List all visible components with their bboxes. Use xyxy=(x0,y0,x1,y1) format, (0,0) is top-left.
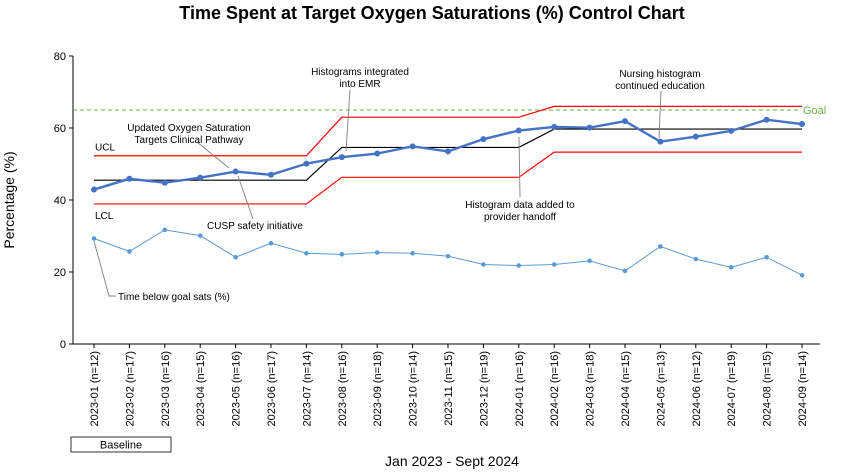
x-tick-label: 2023-06 (n=17) xyxy=(266,351,278,427)
main-series-point xyxy=(374,150,381,157)
below-goal-point xyxy=(516,263,522,268)
lcl-line xyxy=(94,151,802,205)
below-goal-point xyxy=(658,244,663,249)
y-tick-label: 40 xyxy=(54,195,66,207)
below-goal-point xyxy=(268,240,274,246)
annotation-cusp: CUSP safety initiative xyxy=(207,221,303,232)
x-axis-label: Jan 2023 - Sept 2024 xyxy=(385,453,519,469)
below-goal-point xyxy=(728,265,734,270)
main-series-point xyxy=(622,118,628,125)
x-tick-label: 2023-04 (n=15) xyxy=(195,351,207,427)
x-tick-label: 2023-08 (n=16) xyxy=(337,351,349,427)
x-tick-label: 2024-01 (n=16) xyxy=(514,351,526,427)
annotation-emr: Histograms integrated xyxy=(311,67,409,78)
main-series-point xyxy=(197,174,204,181)
x-tick-label: 2023-12 (n=19) xyxy=(478,351,490,427)
main-series-point xyxy=(515,127,522,134)
x-tick-label: 2024-08 (n=15) xyxy=(762,351,774,427)
x-tick-label: 2024-06 (n=12) xyxy=(691,351,703,427)
chart-title: Time Spent at Target Oxygen Saturations … xyxy=(179,3,684,23)
below-goal-point xyxy=(304,250,309,256)
x-tick-label: 2023-02 (n=17) xyxy=(124,351,136,427)
below-goal-point xyxy=(91,236,97,241)
below-goal-point xyxy=(693,256,699,262)
main-series-point xyxy=(692,133,699,140)
below-goal-point xyxy=(162,227,168,233)
x-tick-label: 2024-05 (n=13) xyxy=(655,351,667,427)
x-tick-label: 2024-03 (n=18) xyxy=(585,351,597,427)
ucl-line xyxy=(94,105,802,157)
y-tick-label: 80 xyxy=(54,51,66,63)
below-goal-point xyxy=(622,268,628,274)
x-tick-label: 2023-11 (n=15) xyxy=(443,351,455,426)
annotation-leader-emr xyxy=(345,89,351,152)
below-goal-point xyxy=(127,249,132,254)
annotation-nursing: Nursing histogram xyxy=(619,69,700,80)
below-goal-point xyxy=(799,272,805,278)
below-goal-point xyxy=(233,254,238,260)
center-line xyxy=(94,128,802,181)
main-series-point xyxy=(91,186,97,193)
annotation-leader-cusp xyxy=(237,175,254,220)
annotation-updated: Targets Clinical Pathway xyxy=(135,135,244,146)
annotation-updated: Updated Oxygen Saturation xyxy=(127,123,250,134)
x-tick-label: 2024-09 (n=14) xyxy=(797,351,809,427)
ucl-label: UCL xyxy=(95,143,115,154)
y-tick-label: 20 xyxy=(54,267,66,279)
below-goal-point xyxy=(587,258,592,264)
below-goal-point xyxy=(481,262,486,267)
x-tick-label: 2024-07 (n=19) xyxy=(726,351,738,427)
y-axis-label: Percentage (%) xyxy=(1,151,17,248)
main-series-point xyxy=(232,168,239,175)
y-tick-label: 0 xyxy=(60,339,66,351)
lcl-label: LCL xyxy=(95,211,114,222)
main-series-point xyxy=(763,116,770,123)
main-series-point xyxy=(586,124,593,131)
y-tick-label: 60 xyxy=(54,123,66,135)
main-series-point xyxy=(551,123,558,130)
main-series-point xyxy=(728,127,735,134)
main-series-point xyxy=(480,136,487,143)
main-series-point xyxy=(161,179,168,186)
annotation-nursing: continued education xyxy=(615,81,705,92)
annotation-leader-nursing xyxy=(658,90,662,139)
annotation-emr: into EMR xyxy=(339,79,380,90)
annotation-leader-handoff xyxy=(518,136,521,198)
baseline-box xyxy=(70,436,172,453)
annotation-below: Time below goal sats (%) xyxy=(118,292,230,303)
main-series-point xyxy=(126,175,133,182)
main-series-point xyxy=(268,171,274,178)
below-goal-point xyxy=(764,254,769,260)
x-tick-label: 2024-02 (n=16) xyxy=(549,351,561,427)
below-goal-point xyxy=(374,250,380,255)
annotation-handoff: Histogram data added to xyxy=(465,200,575,211)
below-goal-point xyxy=(551,262,557,267)
main-series-point xyxy=(445,148,451,155)
x-tick-label: 2023-01 (n=12) xyxy=(89,351,101,427)
below-goal-point xyxy=(339,252,345,257)
x-tick-label: 2024-04 (n=15) xyxy=(620,351,632,427)
below-goal-point xyxy=(445,253,451,259)
annotation-handoff: provider handoff xyxy=(484,212,556,223)
x-tick-label: 2023-05 (n=16) xyxy=(231,351,243,427)
x-tick-label: 2023-09 (n=18) xyxy=(372,351,384,427)
x-tick-label: 2023-07 (n=14) xyxy=(301,351,313,427)
annotation-leader-below xyxy=(93,240,116,297)
annotation-leader-updated xyxy=(196,141,230,169)
main-series-point xyxy=(409,143,416,150)
below-goal-point xyxy=(197,233,203,238)
x-tick-label: 2023-10 (n=14) xyxy=(408,351,420,427)
x-tick-label: 2023-03 (n=16) xyxy=(160,351,172,427)
baseline-label: Baseline xyxy=(100,440,142,452)
main-series-point xyxy=(657,138,664,145)
main-series-point xyxy=(799,121,805,128)
below-goal-point xyxy=(410,250,415,256)
main-series-point xyxy=(303,160,310,167)
goal-label: Goal xyxy=(803,105,826,117)
main-series-point xyxy=(338,154,345,161)
